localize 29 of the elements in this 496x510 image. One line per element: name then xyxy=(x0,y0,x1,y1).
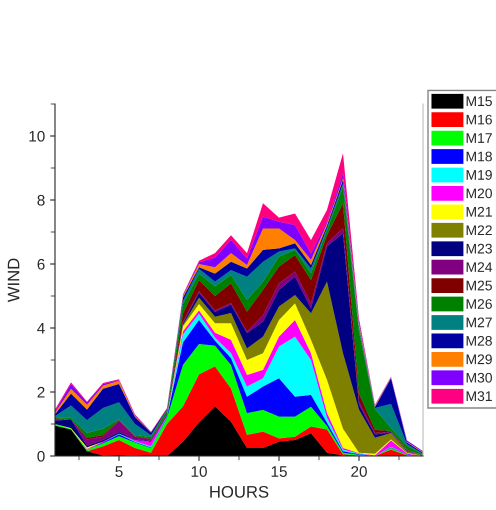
legend-label: M19 xyxy=(466,170,492,180)
legend-label: M16 xyxy=(466,114,492,125)
y-tick-label: 8 xyxy=(37,194,45,206)
y-tick-label: 10 xyxy=(29,130,45,142)
legend-label: M28 xyxy=(466,336,492,346)
legend-label: M31 xyxy=(466,391,492,402)
y-tick-label: 6 xyxy=(38,258,45,270)
legend-label: M27 xyxy=(466,318,492,328)
x-axis-title: HOURS xyxy=(210,486,268,498)
x-tick-label: 5 xyxy=(115,466,123,477)
x-tick-label: 20 xyxy=(351,466,367,477)
legend-label: M18 xyxy=(466,152,492,162)
legend-label: M17 xyxy=(466,133,492,143)
y-tick-label: 0 xyxy=(37,450,45,462)
x-tick-label: 15 xyxy=(272,466,287,477)
y-tick-label: 4 xyxy=(37,323,45,334)
legend-label: M30 xyxy=(466,372,492,383)
y-axis-title: WIND xyxy=(8,258,20,302)
y-tick-label: 2 xyxy=(38,386,45,398)
legend-label: M21 xyxy=(466,206,492,217)
legend-label: M29 xyxy=(466,354,492,364)
x-tick-label: 10 xyxy=(192,466,207,477)
legend-label: M22 xyxy=(466,225,492,236)
legend-label: M15 xyxy=(466,96,492,106)
legend-label: M23 xyxy=(466,244,492,254)
legend-label: M24 xyxy=(466,262,492,272)
legend-label: M26 xyxy=(466,299,492,309)
legend-label: M20 xyxy=(466,188,492,198)
legend-label: M25 xyxy=(466,280,492,290)
